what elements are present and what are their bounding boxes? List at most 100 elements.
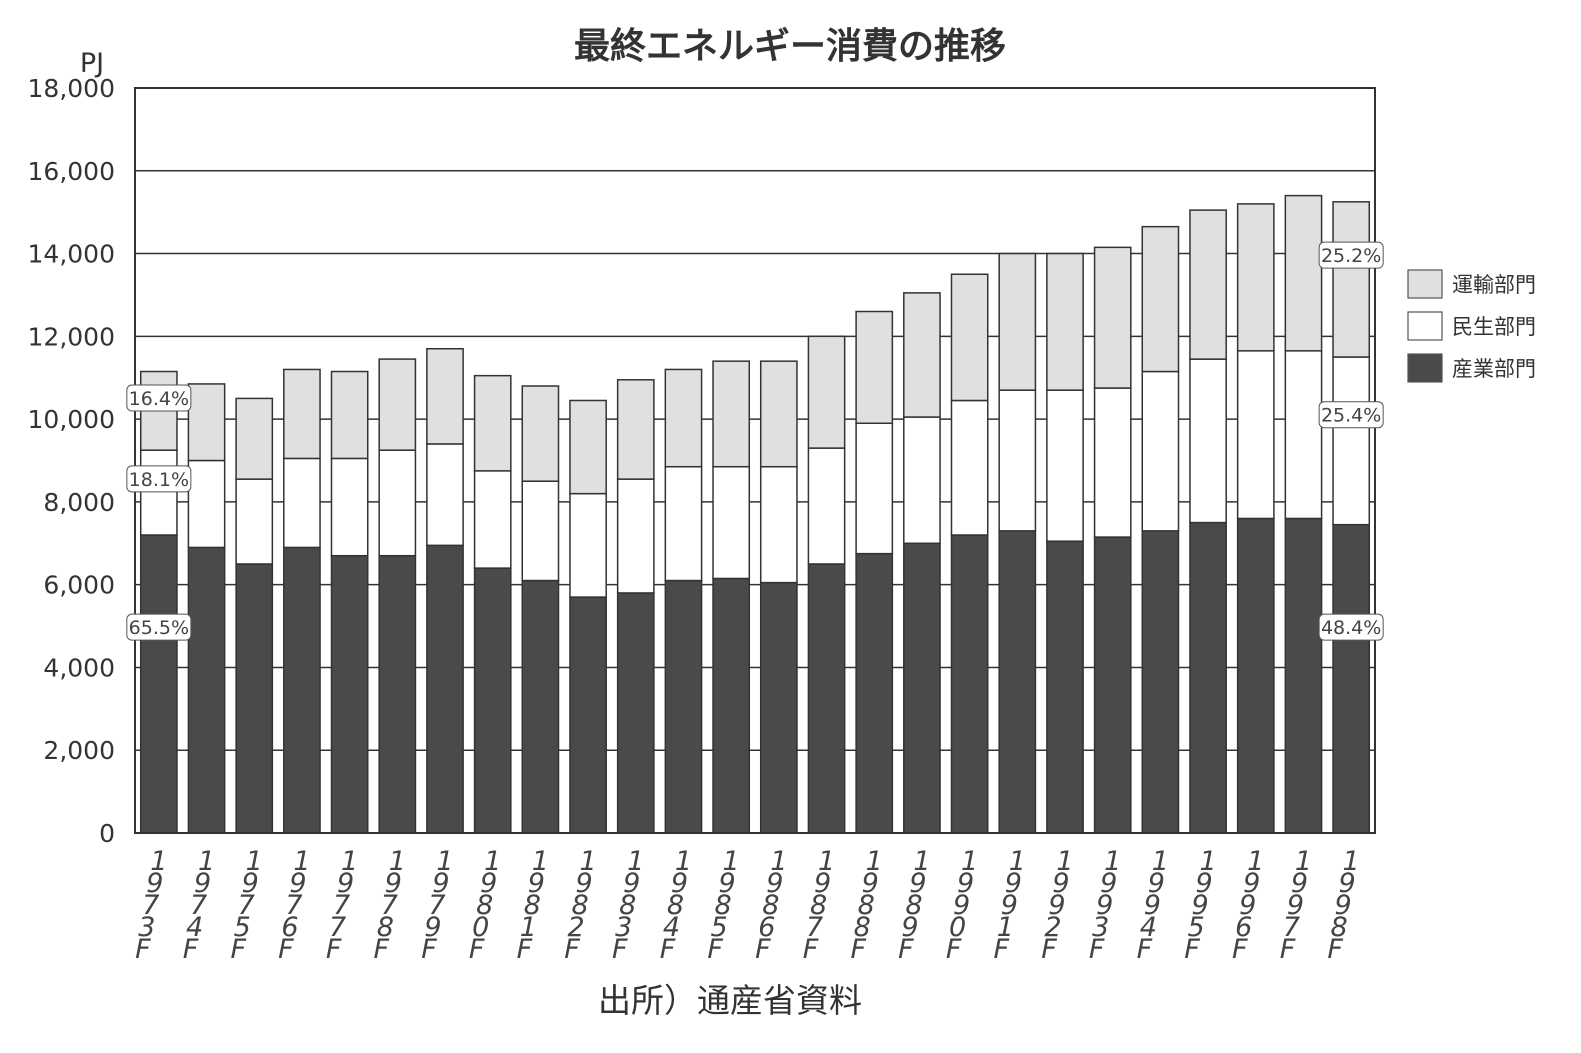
y-tick-label: 6,000	[43, 571, 115, 600]
bar-segment	[855, 552, 894, 834]
bar-segment	[1189, 358, 1227, 524]
legend-swatch	[1407, 269, 1443, 299]
bar-segment	[378, 554, 417, 834]
percentage-label: 18.1%	[129, 469, 189, 491]
percentage-label: 25.4%	[1321, 405, 1381, 427]
annotation-badge	[1318, 401, 1384, 429]
bar-segment	[1236, 517, 1275, 834]
bar-segment	[616, 592, 655, 834]
bar-segment	[1093, 246, 1132, 389]
bar-segment	[903, 416, 941, 545]
bar-segment	[1189, 521, 1227, 834]
bar-segment	[1284, 517, 1323, 834]
bar-segment	[664, 465, 703, 582]
bar-segment	[426, 544, 464, 834]
bar-segment	[759, 581, 798, 834]
bar-segment	[1093, 387, 1132, 538]
y-tick-label: 10,000	[28, 405, 115, 434]
bar-segment	[283, 457, 321, 549]
bar-segment	[950, 534, 989, 834]
bar-segment	[1236, 350, 1275, 520]
percentage-label: 25.2%	[1321, 245, 1381, 267]
grid-layer	[135, 87, 1375, 834]
bar-segment	[855, 422, 894, 555]
bar-segment	[139, 534, 178, 834]
bar-segment	[187, 383, 226, 462]
percentage-label: 65.5%	[129, 617, 189, 639]
y-axis-tick-labels: 0 2,000 4,000 6,000 8,000 10,000 12,000 14,000 1…	[28, 74, 115, 848]
percentage-label: 16.4%	[129, 388, 189, 410]
bar-segment	[664, 368, 703, 468]
bar-segment	[235, 478, 274, 565]
bar-segment	[330, 370, 369, 460]
bar-segment	[712, 360, 751, 468]
legend-label: 産業部門	[1452, 357, 1536, 381]
bar-segment	[187, 459, 226, 549]
percentage-annotations: 16.4% 18.1% 65.5% 25.2% 25.4% 48.4%	[126, 241, 1384, 641]
legend-label: 運輸部門	[1452, 273, 1536, 297]
bar-segment	[712, 577, 751, 834]
percentage-label: 48.4%	[1321, 617, 1381, 639]
plot-frame	[134, 87, 1376, 834]
bar-segment	[569, 492, 607, 598]
source-note: 出所）通産省資料	[598, 981, 862, 1020]
bar-segment	[807, 335, 846, 449]
bar-segment	[330, 457, 369, 557]
bar-segment	[569, 399, 607, 495]
bar-segment	[283, 546, 321, 834]
bar-segment	[807, 447, 846, 565]
chart-title: 最終エネルギー消費の推移	[574, 26, 1006, 67]
bar-segment	[569, 596, 607, 834]
y-tick-label: 2,000	[43, 736, 115, 765]
annotation-badge	[126, 613, 192, 641]
bar-segment	[521, 480, 560, 582]
bars-layer	[139, 194, 1371, 834]
bar-segment	[521, 579, 560, 834]
y-tick-label: 4,000	[43, 653, 115, 682]
bar-segment	[855, 310, 894, 424]
bar-segment	[1046, 389, 1084, 542]
bar-segment	[330, 554, 369, 834]
bar-segment	[1046, 540, 1084, 834]
y-tick-label: 14,000	[28, 240, 115, 269]
bar-segment	[759, 465, 798, 584]
bar-segment	[426, 443, 464, 547]
bar-segment	[1284, 194, 1323, 352]
bar-segment	[807, 563, 846, 834]
y-unit-label: PJ	[80, 48, 104, 79]
bar-segment	[1141, 370, 1180, 532]
bar-segment	[712, 465, 751, 580]
legend-swatch	[1407, 311, 1443, 341]
bar-segment	[473, 567, 512, 834]
bar-segment	[1141, 225, 1180, 373]
bar-segment	[473, 374, 512, 472]
bar-segment	[950, 273, 989, 402]
annotation-badge	[126, 384, 192, 412]
bar-segment	[1189, 209, 1227, 360]
bar-segment	[1236, 203, 1275, 352]
bar-segment	[521, 385, 560, 482]
bar-segment	[1332, 523, 1371, 834]
bar-segment	[1332, 356, 1371, 526]
bar-segment	[235, 397, 274, 480]
bar-segment	[1284, 350, 1323, 520]
y-tick-label: 8,000	[43, 488, 115, 517]
bar-segment	[616, 478, 655, 594]
